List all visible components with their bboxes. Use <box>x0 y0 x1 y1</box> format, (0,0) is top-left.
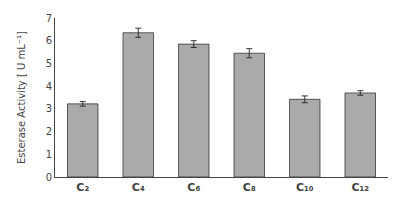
svg-text:Esterase Activity [ U mL⁻¹]: Esterase Activity [ U mL⁻¹] <box>16 31 27 164</box>
svg-text:C₄: C₄ <box>132 181 145 194</box>
svg-text:4: 4 <box>46 81 52 92</box>
svg-text:2: 2 <box>46 126 52 137</box>
svg-text:7: 7 <box>46 13 52 24</box>
svg-text:1: 1 <box>46 149 52 160</box>
svg-text:C₁₂: C₁₂ <box>351 181 369 194</box>
svg-text:C₆: C₆ <box>187 181 200 194</box>
svg-text:5: 5 <box>46 58 52 69</box>
svg-text:C₁₀: C₁₀ <box>296 181 314 194</box>
svg-text:6: 6 <box>46 35 52 46</box>
svg-text:C₂: C₂ <box>76 181 89 194</box>
svg-text:3: 3 <box>46 103 52 114</box>
svg-text:C₈: C₈ <box>243 181 256 194</box>
svg-text:0: 0 <box>46 172 52 183</box>
